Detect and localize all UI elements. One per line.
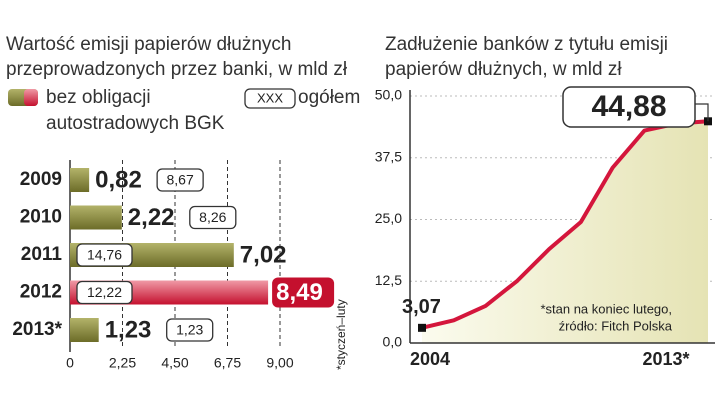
- category-label: 2012: [20, 282, 62, 303]
- legend-box: [244, 88, 296, 109]
- y-tick-label: 50,0: [375, 87, 402, 103]
- bar: [70, 205, 122, 230]
- bar: [70, 168, 90, 192]
- y-tick-label: 25,0: [375, 210, 402, 226]
- value-label-box: [562, 86, 696, 128]
- total-label: 12,22: [87, 284, 122, 300]
- value-label: 44,88: [591, 90, 666, 123]
- total-label: 14,76: [87, 247, 122, 263]
- note: *stan na koniec lutego,: [540, 301, 672, 316]
- x-tick-label: 2004: [410, 349, 450, 369]
- area: [422, 121, 708, 343]
- value-label-box: [272, 277, 335, 308]
- value-label: 7,02: [240, 241, 287, 268]
- x-tick-label: 0: [66, 355, 74, 371]
- legend-box-text: XXX: [257, 90, 283, 105]
- value-label: 8,49: [276, 279, 323, 306]
- total-box: [166, 318, 214, 342]
- total-label: 8,67: [167, 172, 194, 188]
- chart-title: przeprowadzonych przez banki, w mld zł: [6, 59, 348, 80]
- point-marker: [418, 323, 426, 332]
- chart-title: papierów dłużnych, w mld zł: [385, 59, 622, 80]
- y-tick-label: 37,5: [375, 148, 402, 164]
- value-label: 1,23: [105, 316, 152, 343]
- bar: [70, 318, 99, 342]
- total-box: [156, 168, 204, 192]
- note: źródło: Fitch Polska: [559, 318, 673, 333]
- category-label: 2013*: [12, 319, 62, 340]
- total-box: [76, 280, 133, 305]
- legend-label: bez obligacji: [46, 87, 151, 108]
- y-tick-label: 12,5: [375, 272, 402, 288]
- annotation: *styczeń–luty: [334, 299, 348, 370]
- legend-swatch-red: [24, 89, 38, 106]
- x-tick-label: 2013*: [642, 349, 689, 369]
- category-label: 2011: [21, 244, 63, 265]
- y-tick-label: 0,0: [383, 334, 403, 350]
- connector: [695, 103, 709, 122]
- x-tick-label: 9,00: [266, 355, 293, 371]
- x-tick-label: 2,25: [109, 355, 136, 371]
- category-label: 2009: [20, 169, 62, 190]
- value-label: 3,07: [402, 296, 441, 318]
- x-tick-label: 6,75: [214, 355, 241, 371]
- chart-title: Zadłużenie banków z tytułu emisji: [385, 34, 668, 55]
- x-tick-label: 4,50: [161, 355, 188, 371]
- category-label: 2010: [20, 207, 62, 228]
- value-label: 0,82: [95, 166, 142, 193]
- total-label: 8,26: [199, 209, 226, 225]
- total-box: [76, 243, 133, 267]
- total-box: [189, 205, 237, 230]
- legend-label: autostradowych BGK: [46, 113, 225, 134]
- total-label: 1,23: [176, 322, 203, 338]
- value-label: 2,22: [128, 204, 175, 231]
- chart-title: Wartość emisji papierów dłużnych: [6, 34, 291, 55]
- legend-label: ogółem: [298, 87, 360, 108]
